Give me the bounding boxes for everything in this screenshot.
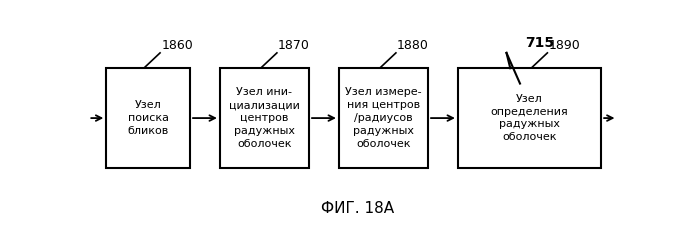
Text: Узел ини-
циализации
центров
радужных
оболочек: Узел ини- циализации центров радужных об…: [229, 87, 300, 149]
Text: Узел
поиска
бликов: Узел поиска бликов: [128, 100, 169, 136]
Text: 1890: 1890: [549, 39, 580, 52]
Bar: [220, 68, 309, 168]
Text: Узел измере-
ния центров
/радиусов
радужных
оболочек: Узел измере- ния центров /радиусов радуж…: [345, 87, 422, 149]
Text: 715: 715: [526, 36, 554, 50]
Bar: [106, 68, 190, 168]
Bar: [339, 68, 428, 168]
Text: ФИГ. 18А: ФИГ. 18А: [321, 201, 394, 216]
Text: 1860: 1860: [161, 39, 193, 52]
Text: Узел
определения
радужных
оболочек: Узел определения радужных оболочек: [491, 94, 568, 142]
Text: 1880: 1880: [397, 39, 429, 52]
Bar: [458, 68, 601, 168]
Text: 1870: 1870: [278, 39, 310, 52]
